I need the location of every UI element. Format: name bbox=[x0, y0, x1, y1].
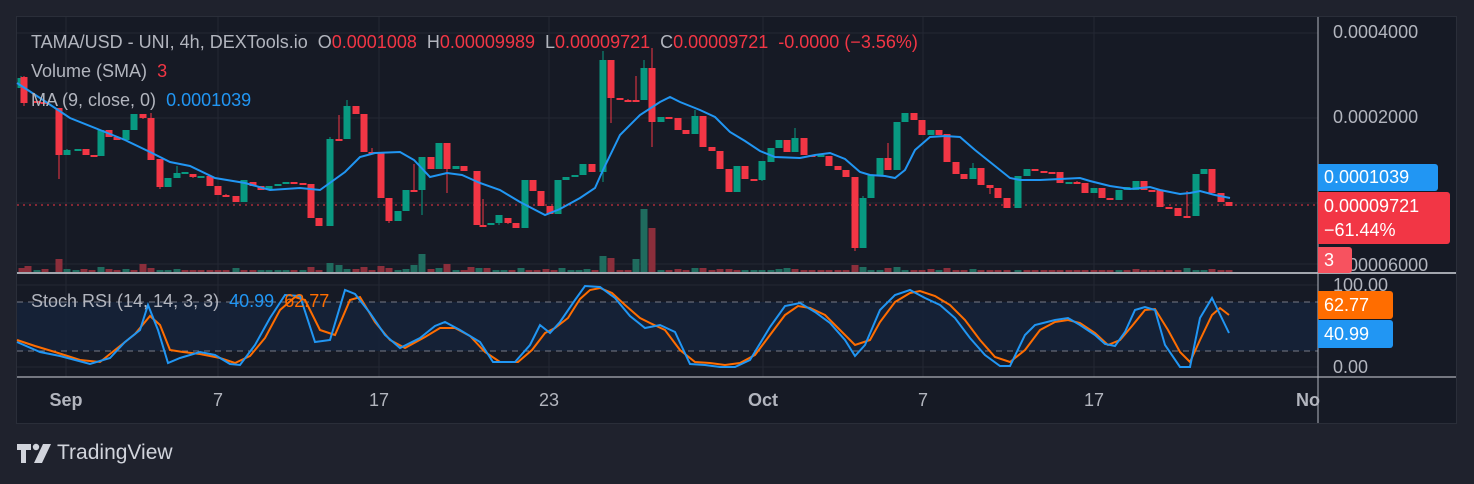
time-axis-label: 7 bbox=[212, 390, 224, 410]
high-value: 0.00009989 bbox=[439, 32, 535, 52]
candlesticks bbox=[17, 48, 1233, 251]
low-value: 0.00009721 bbox=[555, 32, 651, 52]
ma-line bbox=[16, 82, 1231, 217]
ma-value: 0.0001039 bbox=[166, 90, 252, 110]
stoch-k-line bbox=[16, 284, 1230, 368]
stoch-d-tag: 62.77 bbox=[1318, 291, 1393, 319]
tradingview-logo[interactable]: TradingView bbox=[17, 441, 173, 465]
price-tick: 0.0002000 bbox=[1333, 107, 1419, 127]
volume-tag: 3 bbox=[1318, 247, 1352, 273]
tradingview-logo-icon bbox=[17, 443, 51, 463]
price-change-percent: −61.44% bbox=[1324, 220, 1396, 240]
price-tick: 0.0004000 bbox=[1333, 22, 1419, 42]
volume-bars bbox=[18, 209, 1233, 272]
symbol-legend[interactable]: TAMA/USD - UNI, 4h, DEXTools.io O0.00010… bbox=[31, 32, 918, 52]
stoch-d-line bbox=[16, 286, 1230, 367]
change-value: -0.0000 (−3.56%) bbox=[778, 32, 918, 52]
time-axis-label: 17 bbox=[368, 390, 390, 410]
stoch-d-value: 62.77 bbox=[284, 291, 330, 311]
time-axis-label: Oct bbox=[747, 390, 779, 410]
time-axis-label: 17 bbox=[1083, 390, 1105, 410]
volume-legend[interactable]: Volume (SMA) 3 bbox=[31, 61, 168, 81]
time-axis-label: No bbox=[1296, 390, 1320, 410]
stoch-k-tag: 40.99 bbox=[1318, 320, 1393, 348]
time-axis-label: 7 bbox=[917, 390, 929, 410]
price-tick: 0.00006000 bbox=[1333, 255, 1429, 275]
stoch-legend[interactable]: Stoch RSI (14, 14, 3, 3) 40.99 62.77 bbox=[31, 291, 330, 311]
close-value: 0.00009721 bbox=[673, 32, 769, 52]
stoch-band bbox=[17, 302, 1318, 351]
stoch-tick: 100.00 bbox=[1333, 275, 1389, 295]
stoch-k-value: 40.99 bbox=[229, 291, 275, 311]
tradingview-logo-text: TradingView bbox=[57, 441, 173, 464]
volume-value: 3 bbox=[157, 61, 168, 81]
open-value: 0.0001008 bbox=[331, 32, 417, 52]
stoch-tick: 0.00 bbox=[1333, 357, 1369, 377]
ma-price-tag: 0.0001039 bbox=[1318, 164, 1438, 191]
symbol-title: TAMA/USD - UNI, 4h, DEXTools.io bbox=[31, 32, 308, 52]
ma-legend[interactable]: MA (9, close, 0) 0.0001039 bbox=[31, 90, 252, 110]
time-axis-label: Sep bbox=[49, 390, 83, 410]
chart-frame bbox=[16, 16, 1457, 424]
time-axis-label: 23 bbox=[538, 390, 560, 410]
current-price-tag: 0.00009721 −61.44% bbox=[1318, 192, 1450, 244]
